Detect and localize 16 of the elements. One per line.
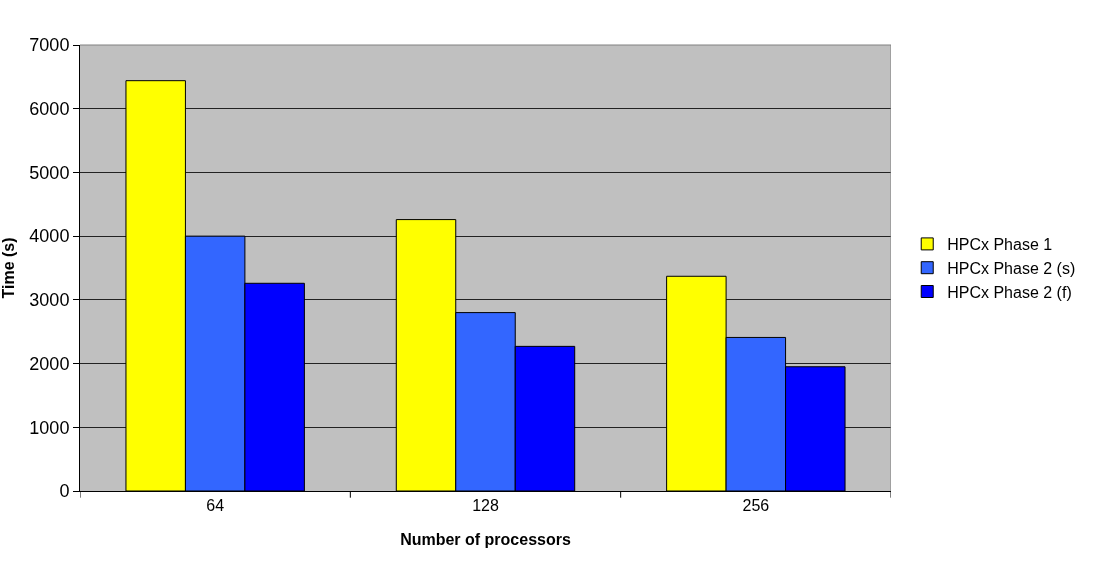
x-axis-title: Number of processors xyxy=(400,530,571,548)
y-tick-label: 0 xyxy=(59,481,70,502)
y-tick-label: 6000 xyxy=(29,99,70,120)
y-tick-label: 7000 xyxy=(29,35,70,56)
y-tick-label: 3000 xyxy=(29,290,70,311)
x-tick-label: 128 xyxy=(472,497,499,515)
y-tick-label: 4000 xyxy=(29,226,70,247)
legend-label: HPCx Phase 1 xyxy=(947,236,1053,254)
legend-label: HPCx Phase 2 (f) xyxy=(947,283,1072,301)
y-axis-title: Time (s) xyxy=(0,237,17,299)
legend-label: HPCx Phase 2 (s) xyxy=(947,259,1076,277)
y-tick-label: 2000 xyxy=(29,353,70,374)
y-tick-label: 1000 xyxy=(29,417,70,438)
y-tick-label: 5000 xyxy=(29,162,70,183)
x-tick-label: 256 xyxy=(742,497,770,515)
x-tick-label: 64 xyxy=(206,497,225,515)
